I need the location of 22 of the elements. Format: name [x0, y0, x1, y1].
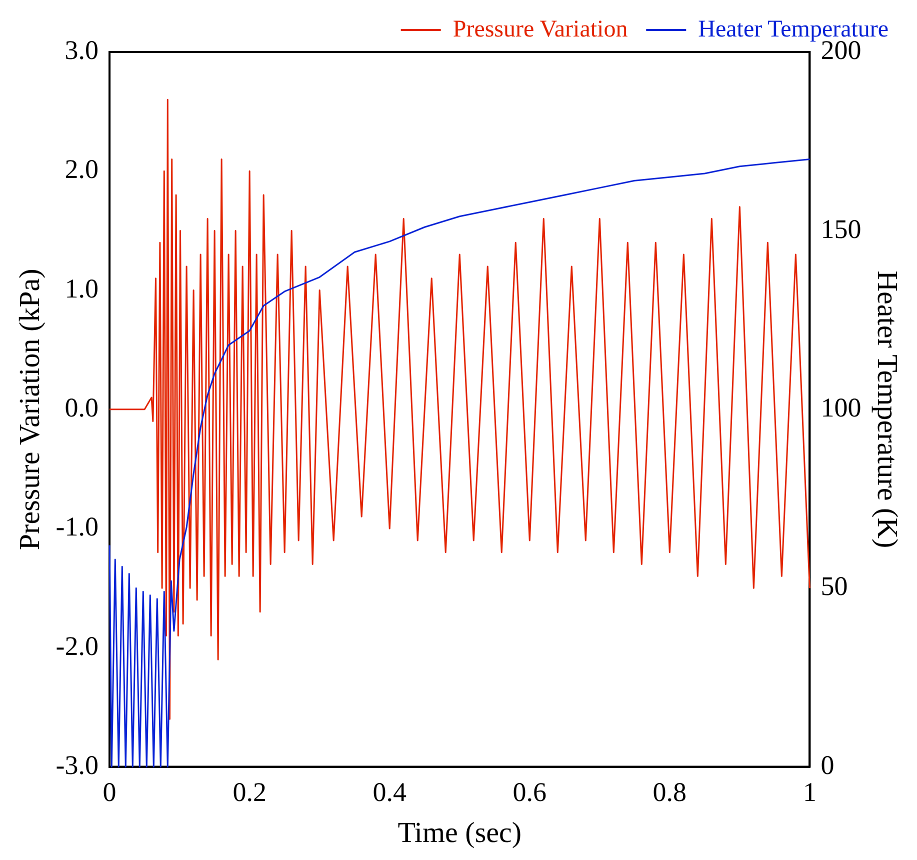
y2-tick-label: 50	[820, 571, 848, 602]
y-tick-label: 3.0	[64, 35, 99, 66]
y-axis-title: Pressure Variation (kPa)	[14, 268, 46, 550]
legend-label: Heater Temperature	[698, 16, 889, 42]
y-tick-label: -1.0	[56, 512, 99, 542]
x-tick-label: 0.8	[652, 777, 687, 808]
x-tick-label: 1	[802, 777, 816, 808]
y-tick-label: -3.0	[56, 750, 99, 780]
x-tick-label: 0	[102, 777, 116, 808]
x-tick-label: 0.4	[372, 777, 407, 808]
x-tick-label: 0.6	[512, 777, 547, 808]
y2-tick-label: 100	[820, 392, 862, 422]
x-axis-title: Time (sec)	[398, 817, 522, 850]
legend-label: Pressure Variation	[452, 16, 628, 42]
x-tick-label: 0.2	[232, 777, 266, 808]
y2-axis-title: Heater Temperature (K)	[870, 270, 903, 548]
y2-tick-label: 150	[820, 214, 862, 244]
y-tick-label: 2.0	[64, 154, 99, 184]
y2-tick-label: 0	[820, 750, 834, 780]
y-tick-label: 0.0	[64, 392, 99, 422]
y-tick-label: -2.0	[56, 630, 99, 661]
y-tick-label: 1.0	[64, 273, 99, 304]
